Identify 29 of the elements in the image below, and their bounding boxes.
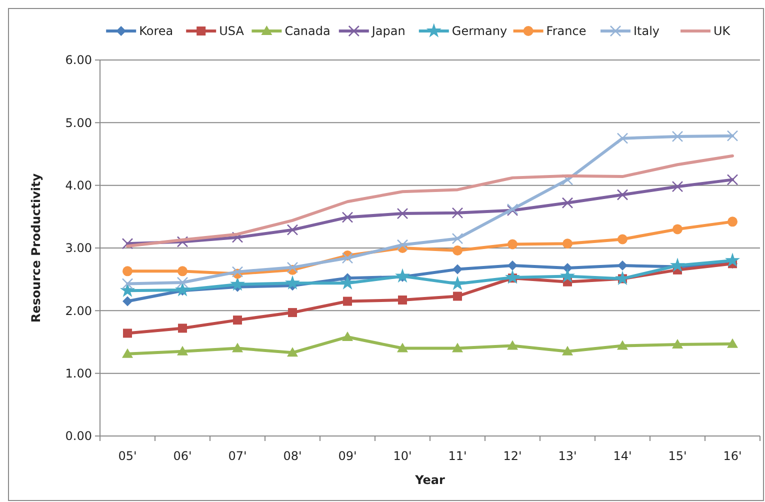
x-tick-label: 14'	[613, 449, 632, 463]
y-tick-label: 0.00	[65, 429, 92, 444]
x-tick-label: 13'	[558, 449, 577, 463]
legend-label: Italy	[634, 24, 660, 38]
x-tick-label: 10'	[393, 449, 412, 463]
x-tick-label: 08'	[283, 449, 302, 463]
x-tick-label: 07'	[228, 449, 247, 463]
legend-label: Canada	[284, 24, 330, 38]
y-axis-title: Resource Productivity	[29, 173, 43, 323]
y-tick-label: 6.00	[65, 53, 92, 68]
x-axis-title: Year	[414, 473, 445, 487]
x-tick-label: 11'	[448, 449, 467, 463]
legend-label: France	[546, 24, 586, 38]
legend-label: USA	[219, 24, 245, 38]
y-tick-label: 5.00	[65, 116, 92, 130]
x-tick-label: 16'	[723, 449, 742, 463]
y-tick-label: 3.00	[65, 241, 92, 256]
x-tick-label: 05'	[118, 449, 137, 463]
legend-label: Korea	[139, 24, 174, 38]
x-tick-label: 12'	[503, 449, 522, 463]
legend-label: Germany	[452, 24, 508, 38]
x-tick-label: 15'	[668, 449, 687, 463]
y-tick-label: 1.00	[65, 366, 92, 381]
legend-label: UK	[714, 24, 732, 38]
y-tick-label: 4.00	[65, 178, 92, 193]
y-tick-label: 2.00	[65, 304, 92, 318]
x-tick-label: 06'	[173, 449, 192, 463]
x-tick-label: 09'	[338, 449, 357, 463]
legend-label: Japan	[370, 24, 406, 38]
